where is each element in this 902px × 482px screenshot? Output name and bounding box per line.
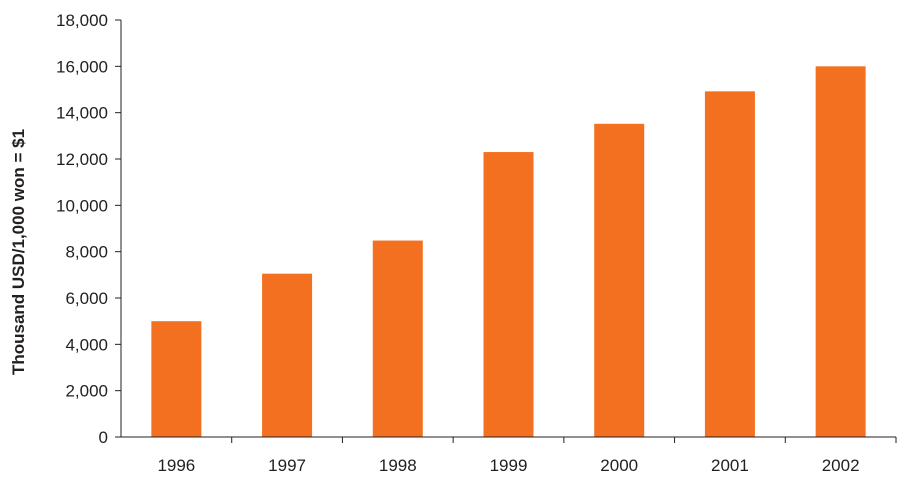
x-tick-label: 1996 <box>157 456 195 475</box>
x-tick-label: 2002 <box>822 456 860 475</box>
bar-2002 <box>815 66 866 437</box>
x-tick-label: 1997 <box>268 456 306 475</box>
y-tick-label: 2,000 <box>65 382 108 401</box>
x-tick-label: 1999 <box>490 456 528 475</box>
bar-1999 <box>483 152 534 438</box>
x-tick-label: 2000 <box>600 456 638 475</box>
y-tick-label: 18,000 <box>56 11 108 30</box>
y-tick-label: 12,000 <box>56 150 108 169</box>
y-axis-title: Thousand USD/1,000 won = $1 <box>9 129 28 375</box>
y-tick-label: 10,000 <box>56 196 108 215</box>
bars-layer <box>151 66 866 438</box>
bar-2001 <box>704 91 755 437</box>
bar-1997 <box>262 273 313 437</box>
x-tick-label: 1998 <box>379 456 417 475</box>
y-ticks: 0 2,000 4,000 6,000 8,000 10,000 12,000 14,000 1… <box>56 11 121 447</box>
y-tick-label: 8,000 <box>65 243 108 262</box>
y-tick-label: 16,000 <box>56 57 108 76</box>
x-ticks: 1996 1997 1998 1999 2000 2001 2002 <box>157 437 897 475</box>
y-tick-label: 0 <box>99 428 108 447</box>
y-tick-label: 6,000 <box>65 289 108 308</box>
bar-1998 <box>372 240 423 437</box>
y-tick-label: 14,000 <box>56 104 108 123</box>
bar-1996 <box>151 321 202 437</box>
axes-layer <box>115 20 896 438</box>
y-tick-label: 4,000 <box>65 335 108 354</box>
x-tick-label: 2001 <box>711 456 749 475</box>
bar-2000 <box>594 123 645 437</box>
